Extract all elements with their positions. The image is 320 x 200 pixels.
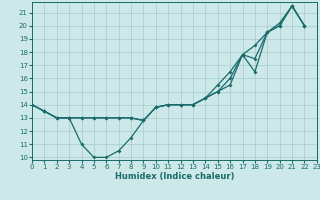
- X-axis label: Humidex (Indice chaleur): Humidex (Indice chaleur): [115, 172, 234, 181]
